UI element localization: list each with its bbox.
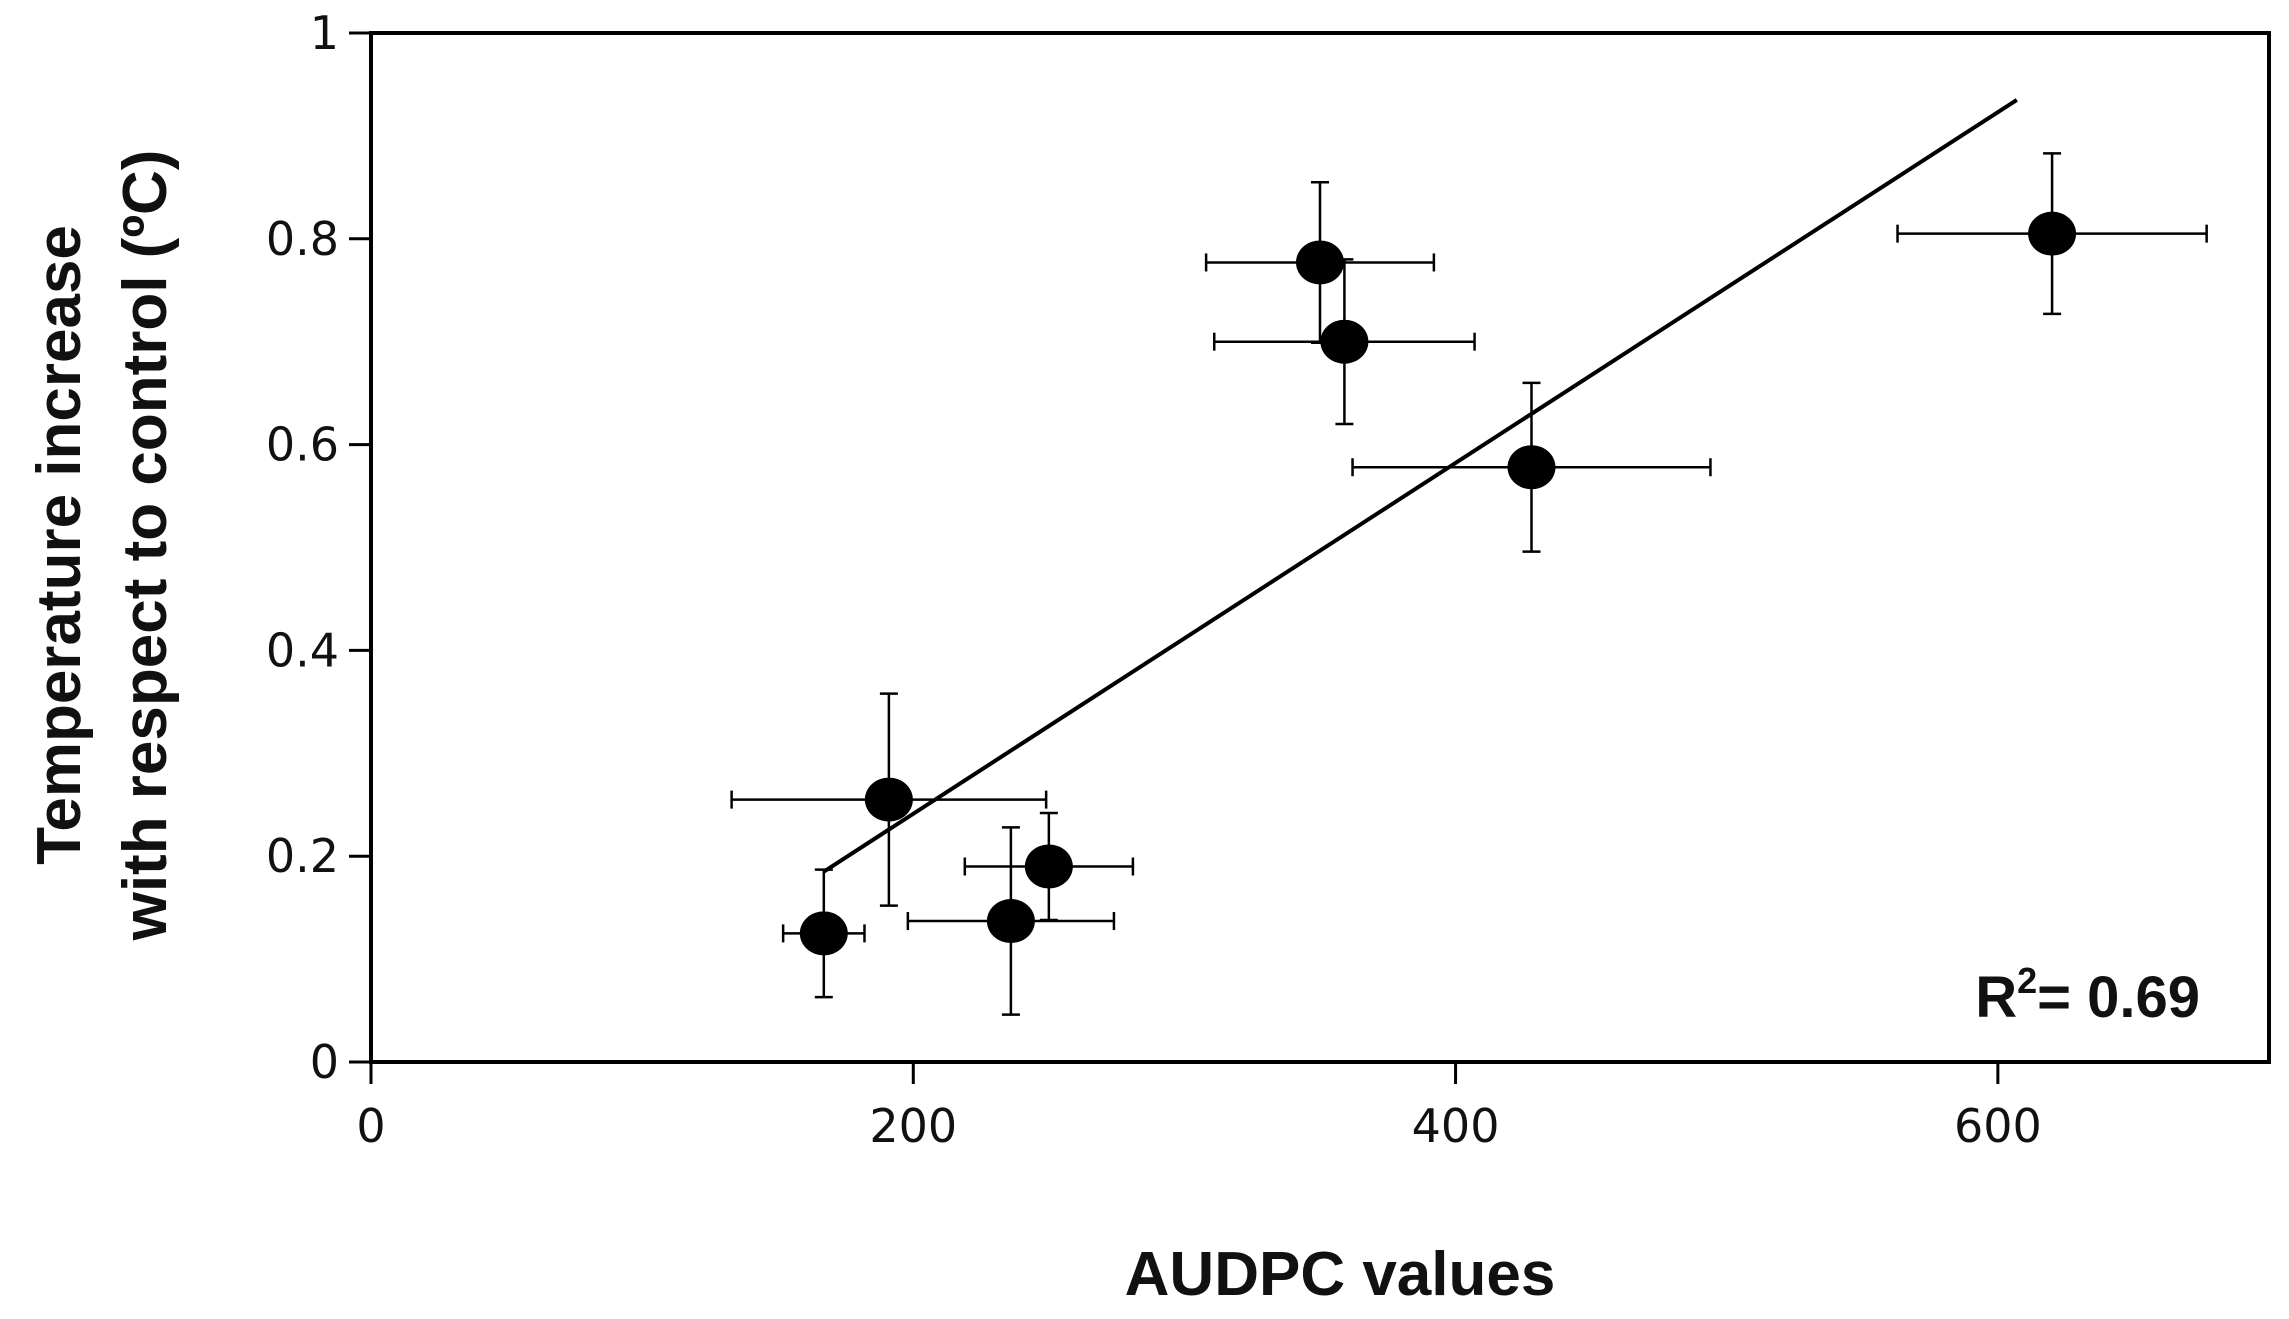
trendline-group [822,98,2018,874]
data-point [1507,445,1556,490]
r-squared-value: = 0.69 [2037,965,2200,1030]
data-point-group [963,811,1135,922]
data-point-group [781,868,866,999]
y-axis-title: Temperature increase with respect to con… [25,150,180,942]
data-point-group [1896,152,2208,316]
x-axis-title: AUDPC values [1125,1240,1556,1309]
r-squared-annotation: R2= 0.69 [1975,960,2200,1030]
y-tick-label: 0.2 [266,829,339,883]
y-tick-label: 0.4 [266,623,339,677]
data-point [1024,844,1073,889]
y-tick-label: 0 [310,1035,339,1089]
y-tick-label: 0.8 [266,212,339,266]
plot-frame [369,31,2271,1064]
data-point [799,911,848,956]
data-point-group [1213,258,1476,426]
data-point [864,777,913,822]
x-tick-label: 600 [1954,1099,2042,1153]
data-point-group [730,692,1048,907]
x-tick-label: 200 [869,1099,957,1153]
data-point [1320,319,1369,364]
data-point-group [1204,180,1436,344]
data-points [730,152,2208,1016]
y-tick-label: 1 [310,6,339,60]
x-tick-label: 400 [1412,1099,1500,1153]
data-point [2028,211,2077,256]
data-point-group [906,826,1116,1016]
trendline [822,98,2018,874]
r-squared-superscript: 2 [2017,960,2037,1001]
data-point [1296,240,1344,285]
r-squared-symbol: R [1975,965,2017,1030]
y-tick-label: 0.6 [266,418,339,472]
data-point [986,899,1035,944]
x-axis: 0 200 400 600 [356,1062,2042,1153]
y-axis-title-line-1: Temperature increase [25,225,94,865]
y-axis-title-line-2: with respect to control (ºC) [111,150,180,942]
y-axis: 0 0.2 0.4 0.6 0.8 1 [266,6,371,1089]
x-tick-label: 0 [356,1099,385,1153]
data-point-group [1351,381,1712,553]
